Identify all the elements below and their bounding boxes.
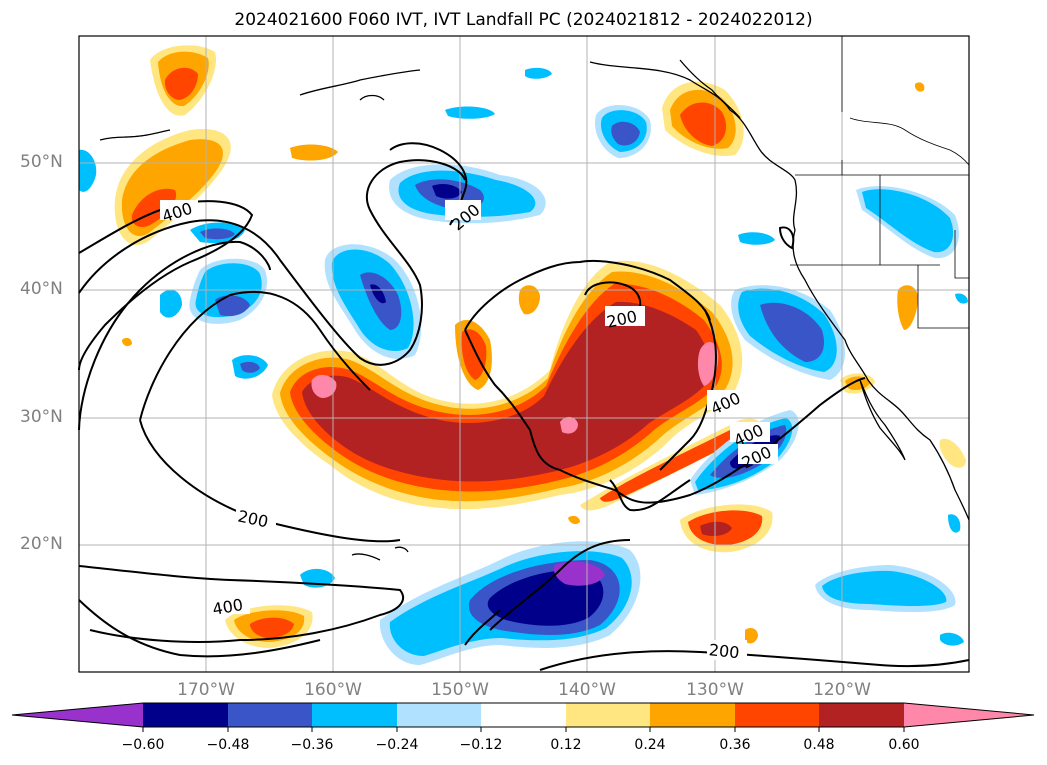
colorbar-tick-label: 0.36 xyxy=(719,737,751,753)
neg-small-6 xyxy=(940,632,964,646)
colorbar-tick-label: 0.60 xyxy=(888,737,920,753)
mid-orangered xyxy=(461,329,487,380)
political-borders xyxy=(790,36,970,329)
colorbar-tick-label: −0.24 xyxy=(375,737,419,753)
lon-label-150w: 150°W xyxy=(431,680,489,700)
colorbar-extend-high xyxy=(904,703,1034,727)
neg-gulf-navy xyxy=(432,184,462,199)
neg-w3-royal xyxy=(240,361,260,373)
ar-pink-2 xyxy=(560,416,578,434)
colorbar xyxy=(11,702,1035,732)
contour-label-group: 400 200 200 400 400 200 200 400 200 xyxy=(160,199,778,662)
neg-bc-royal xyxy=(611,121,640,146)
grid-lines xyxy=(79,36,969,672)
lon-label-130w: 130°W xyxy=(686,680,744,700)
ar-pink-1 xyxy=(311,374,337,398)
lat-label-50n: 50°N xyxy=(20,152,63,172)
lat-label-20n: 20°N xyxy=(20,534,63,554)
small-orange-6 xyxy=(568,515,580,525)
neg-far-w xyxy=(79,149,97,192)
neg-small-1 xyxy=(160,289,182,318)
nw-top-orangered xyxy=(164,67,198,100)
neg-small-7 xyxy=(955,293,968,304)
colorbar-tick-label: −0.36 xyxy=(290,737,334,753)
neg-small-3 xyxy=(445,106,495,119)
tropic-orangered xyxy=(250,617,294,638)
lon-label-120w: 120°W xyxy=(813,680,871,700)
small-orange-3 xyxy=(745,628,758,644)
neg-small-2 xyxy=(525,67,552,79)
colorbar-tick-label: 0.24 xyxy=(634,737,666,753)
small-orange-1 xyxy=(290,144,338,161)
colorbar-segment xyxy=(397,703,481,727)
neg-se-cyan xyxy=(822,570,947,606)
small-orange-4 xyxy=(914,82,925,92)
colorbar-segment xyxy=(481,703,566,727)
ar-pink-3 xyxy=(697,341,719,386)
branch-orangered xyxy=(600,429,742,502)
gulf-yellow xyxy=(939,438,966,468)
colorbar-tick-label: −0.48 xyxy=(206,737,250,753)
baja-orange xyxy=(845,376,870,391)
colorbar-tick-label: 0.12 xyxy=(550,737,582,753)
colorbar-segment xyxy=(143,703,228,727)
lon-label-170w: 170°W xyxy=(177,680,235,700)
colorbar-extend-low xyxy=(12,703,143,727)
neg-ca-royal xyxy=(760,302,825,362)
colorbar-segment xyxy=(650,703,735,727)
colorbar-tick-label: 0.48 xyxy=(803,737,835,753)
ivt-contours xyxy=(78,142,970,671)
neg-small-5 xyxy=(948,514,961,533)
subtrop-darkred xyxy=(700,521,732,536)
neg-w-royal xyxy=(215,295,250,317)
neg-wash-cyan xyxy=(862,189,954,253)
lat-label-30n: 30°N xyxy=(20,407,63,427)
nevada-orange xyxy=(897,285,918,330)
colorbar-segment xyxy=(819,703,904,727)
colorbar-tick-label: −0.12 xyxy=(459,737,503,753)
neg-central-navy xyxy=(370,284,386,304)
plot-frame xyxy=(78,35,970,673)
lon-label-160w: 160°W xyxy=(304,680,362,700)
coastlines xyxy=(99,59,970,561)
ar-band-darkred xyxy=(302,301,711,482)
colorbar-tick-label: −0.60 xyxy=(121,737,165,753)
lat-label-40n: 40°N xyxy=(20,279,63,299)
contour-label: 200 xyxy=(708,640,740,662)
small-orange-2 xyxy=(518,285,540,315)
colorbar-segment xyxy=(228,703,312,727)
lon-label-140w: 140°W xyxy=(558,680,616,700)
colorbar-segment xyxy=(312,703,397,727)
neg-south-purple xyxy=(553,561,605,586)
map-title: 2024021600 F060 IVT, IVT Landfall PC (20… xyxy=(234,10,813,30)
neg-w2-royal xyxy=(200,228,235,240)
small-orange-5 xyxy=(122,337,132,347)
colorbar-segment xyxy=(735,703,819,727)
neg-small-4 xyxy=(738,232,775,245)
colorbar-segment xyxy=(566,703,650,727)
